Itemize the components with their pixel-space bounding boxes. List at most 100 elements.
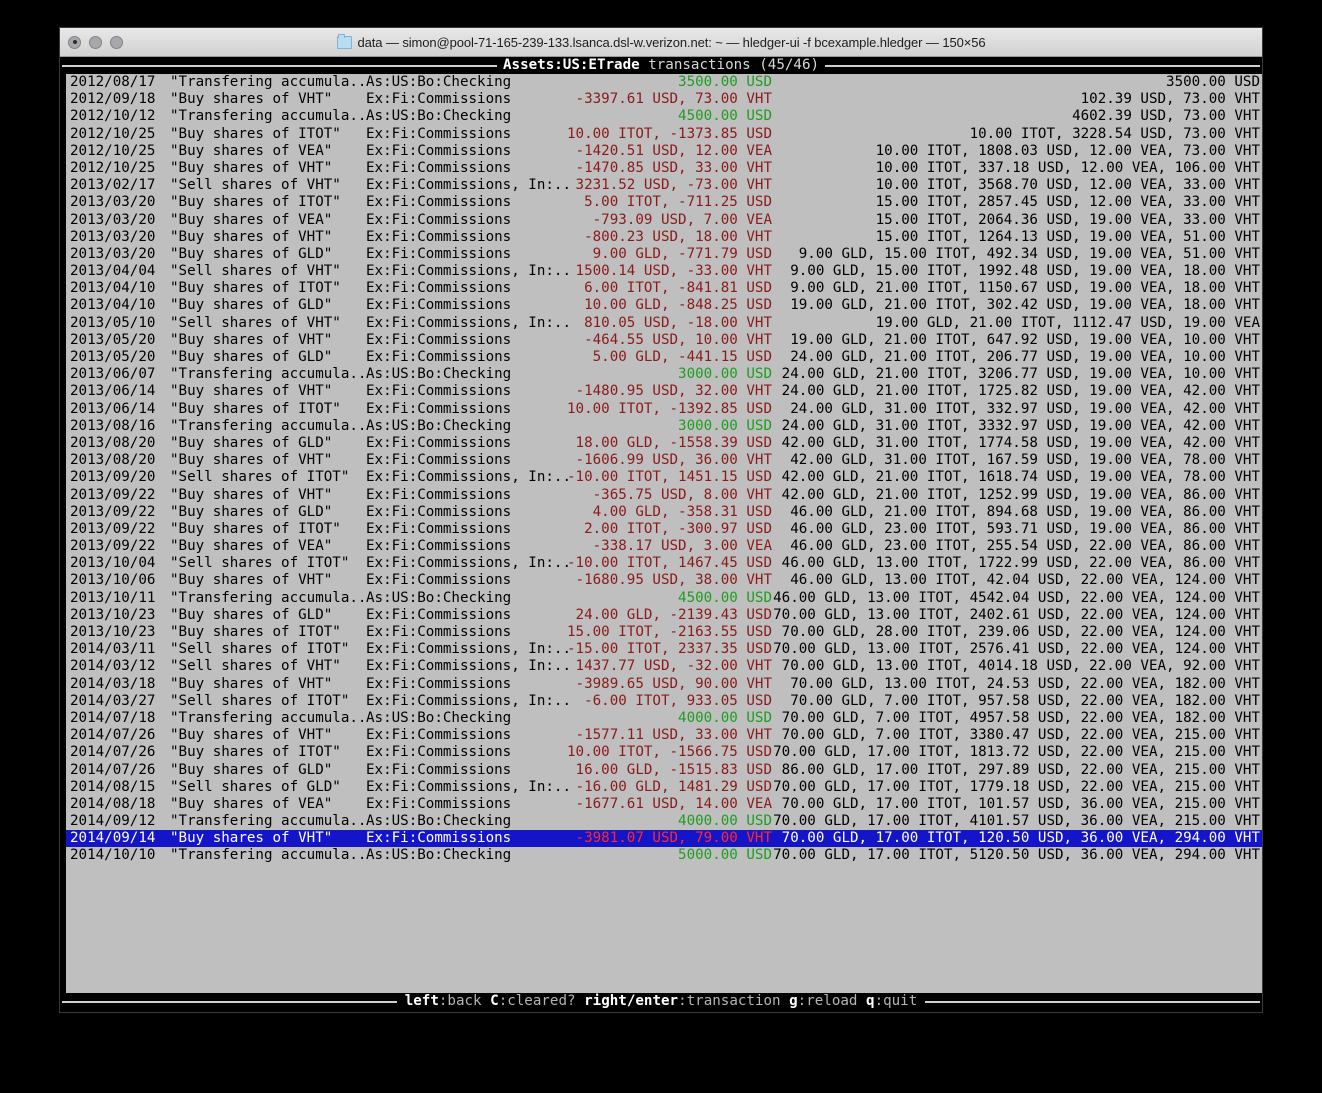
table-row[interactable]: 2013/10/23 "Buy shares of ITOT" Ex:Fi:Comm…: [66, 624, 1262, 641]
row-account: As:US:Bo:Checking: [366, 366, 512, 383]
keybinding-key[interactable]: left: [404, 993, 439, 1009]
row-description: "Buy shares of VHT": [170, 383, 333, 400]
row-balance: 9.00 GLD, 15.00 ITOT, 1992.48 USD, 19.00…: [790, 263, 1260, 280]
row-balance: 24.00 GLD, 21.00 ITOT, 1725.82 USD, 19.0…: [781, 383, 1260, 400]
table-row[interactable]: 2014/07/26 "Buy shares of VHT" Ex:Fi:Commi…: [66, 727, 1262, 744]
table-row[interactable]: 2014/03/11 "Sell shares of ITOT" Ex:Fi:Com…: [66, 641, 1262, 658]
table-row[interactable]: 2014/08/15 "Sell shares of GLD" Ex:Fi:Comm…: [66, 779, 1262, 796]
window-title: data — simon@pool-71-165-239-133.lsanca.…: [336, 33, 986, 50]
table-row[interactable]: 2014/09/14 "Buy shares of VHT" Ex:Fi:Commi…: [66, 830, 1262, 848]
table-row[interactable]: 2013/03/20 "Buy shares of VHT" Ex:Fi:Commi…: [66, 229, 1262, 246]
minimize-button[interactable]: [89, 35, 102, 49]
table-row[interactable]: 2013/05/20 "Buy shares of VHT" Ex:Fi:Commi…: [66, 332, 1262, 349]
status-rule-right: [925, 1000, 1260, 1003]
row-account: Ex:Fi:Commissions: [366, 228, 512, 245]
terminal-screen[interactable]: Assets:US:ETrade transactions (45/46) 20…: [60, 57, 1262, 1012]
table-row[interactable]: 2013/02/17 "Sell shares of VHT" Ex:Fi:Comm…: [66, 177, 1262, 194]
table-row[interactable]: 2013/09/22 "Buy shares of VEA" Ex:Fi:Commi…: [66, 538, 1262, 555]
tui-header-bar: Assets:US:ETrade transactions (45/46): [60, 57, 1262, 74]
table-row[interactable]: 2013/08/20 "Buy shares of VHT" Ex:Fi:Commi…: [66, 452, 1262, 469]
table-row[interactable]: 2012/09/18 "Buy shares of VHT" Ex:Fi:Commi…: [66, 91, 1262, 108]
row-amount: 4000.00 USD: [678, 709, 772, 726]
table-row[interactable]: 2013/06/14 "Buy shares of VHT" Ex:Fi:Commi…: [66, 383, 1262, 400]
table-row[interactable]: 2014/10/10 "Transfering accumula.. As:US:B…: [66, 847, 1262, 864]
row-balance: 70.00 GLD, 17.00 ITOT, 5120.50 USD, 36.0…: [773, 847, 1260, 864]
row-balance: 70.00 GLD, 17.00 ITOT, 101.57 USD, 36.00…: [781, 795, 1260, 812]
table-row[interactable]: 2013/05/10 "Sell shares of VHT" Ex:Fi:Comm…: [66, 315, 1262, 332]
keybinding-key[interactable]: right/enter: [584, 993, 679, 1009]
row-description: "Sell shares of GLD": [170, 778, 341, 795]
table-row[interactable]: 2012/10/25 "Buy shares of VEA" Ex:Fi:Commi…: [66, 143, 1262, 160]
table-row[interactable]: 2012/10/25 "Buy shares of ITOT" Ex:Fi:Comm…: [66, 126, 1262, 143]
row-date: 2013/09/22: [70, 503, 156, 520]
zoom-button[interactable]: [110, 35, 123, 49]
row-description: "Buy shares of VHT": [170, 331, 333, 348]
table-row[interactable]: 2013/09/22 "Buy shares of ITOT" Ex:Fi:Comm…: [66, 521, 1262, 538]
row-balance: 70.00 GLD, 13.00 ITOT, 2402.61 USD, 22.0…: [773, 606, 1260, 623]
table-row[interactable]: 2013/08/20 "Buy shares of GLD" Ex:Fi:Commi…: [66, 435, 1262, 452]
table-row[interactable]: 2013/10/06 "Buy shares of VHT" Ex:Fi:Commi…: [66, 572, 1262, 589]
window-title-text: data — simon@pool-71-165-239-133.lsanca.…: [357, 34, 986, 50]
row-balance: 70.00 GLD, 13.00 ITOT, 2576.41 USD, 22.0…: [773, 641, 1260, 658]
table-row[interactable]: 2012/10/25 "Buy shares of VHT" Ex:Fi:Commi…: [66, 160, 1262, 177]
row-date: 2013/05/20: [70, 331, 156, 348]
table-row[interactable]: 2013/04/10 "Buy shares of ITOT" Ex:Fi:Comm…: [66, 280, 1262, 297]
table-row[interactable]: 2013/03/20 "Buy shares of ITOT" Ex:Fi:Comm…: [66, 194, 1262, 211]
table-row[interactable]: 2013/09/22 "Buy shares of VHT" Ex:Fi:Commi…: [66, 487, 1262, 504]
table-row[interactable]: 2013/09/20 "Sell shares of ITOT" Ex:Fi:Com…: [66, 469, 1262, 486]
row-account: Ex:Fi:Commissions: [366, 142, 512, 159]
table-row[interactable]: 2014/08/18 "Buy shares of VEA" Ex:Fi:Commi…: [66, 796, 1262, 813]
table-row[interactable]: 2014/07/26 "Buy shares of ITOT" Ex:Fi:Comm…: [66, 744, 1262, 761]
row-amount: 4.00 GLD, -358.31 USD: [592, 503, 772, 520]
table-row[interactable]: 2013/03/20 "Buy shares of VEA" Ex:Fi:Commi…: [66, 212, 1262, 229]
row-account: As:US:Bo:Checking: [366, 74, 512, 90]
row-account: Ex:Fi:Commissions: [366, 280, 512, 297]
table-row[interactable]: 2013/09/22 "Buy shares of GLD" Ex:Fi:Commi…: [66, 504, 1262, 521]
row-date: 2013/06/14: [70, 400, 156, 417]
table-row[interactable]: 2013/05/20 "Buy shares of GLD" Ex:Fi:Commi…: [66, 349, 1262, 366]
window-controls[interactable]: [68, 28, 123, 56]
row-amount: 3231.52 USD, -73.00 VHT: [575, 177, 772, 194]
row-balance: 70.00 GLD, 13.00 ITOT, 4014.18 USD, 22.0…: [781, 658, 1260, 675]
row-amount: -1606.99 USD, 36.00 VHT: [575, 452, 772, 469]
table-row[interactable]: 2012/10/12 "Transfering accumula.. As:US:B…: [66, 108, 1262, 125]
row-date: 2013/03/20: [70, 211, 156, 228]
row-date: 2013/08/20: [70, 434, 156, 451]
row-account: Ex:Fi:Commissions: [366, 331, 512, 348]
table-row[interactable]: 2013/04/10 "Buy shares of GLD" Ex:Fi:Commi…: [66, 297, 1262, 314]
row-account: Ex:Fi:Commissions: [366, 624, 512, 640]
table-row[interactable]: 2014/03/27 "Sell shares of ITOT" Ex:Fi:Com…: [66, 693, 1262, 710]
table-row[interactable]: 2013/08/16 "Transfering accumula.. As:US:B…: [66, 418, 1262, 435]
keybinding-key[interactable]: q: [866, 993, 875, 1009]
window-titlebar[interactable]: data — simon@pool-71-165-239-133.lsanca.…: [60, 28, 1262, 57]
row-account: Ex:Fi:Commissions, In:..: [366, 177, 571, 194]
table-row[interactable]: 2013/03/20 "Buy shares of GLD" Ex:Fi:Commi…: [66, 246, 1262, 263]
row-description: "Buy shares of ITOT": [170, 520, 341, 537]
keybinding-key[interactable]: g: [789, 993, 798, 1009]
row-balance: 70.00 GLD, 7.00 ITOT, 4957.58 USD, 22.00…: [781, 709, 1260, 726]
row-date: 2013/08/16: [70, 417, 156, 434]
close-button[interactable]: [68, 35, 81, 49]
row-amount: 4000.00 USD: [678, 813, 772, 830]
table-row[interactable]: 2013/06/14 "Buy shares of ITOT" Ex:Fi:Comm…: [66, 401, 1262, 418]
table-row[interactable]: 2014/03/18 "Buy shares of VHT" Ex:Fi:Commi…: [66, 676, 1262, 693]
row-description: "Buy shares of VHT": [170, 159, 333, 176]
table-row[interactable]: 2013/10/11 "Transfering accumula.. As:US:B…: [66, 590, 1262, 607]
row-amount: -464.55 USD, 10.00 VHT: [584, 331, 772, 348]
row-account: As:US:Bo:Checking: [366, 589, 512, 606]
table-row[interactable]: 2014/07/26 "Buy shares of GLD" Ex:Fi:Commi…: [66, 762, 1262, 779]
table-row[interactable]: 2014/09/12 "Transfering accumula.. As:US:B…: [66, 813, 1262, 830]
table-row[interactable]: 2014/03/12 "Sell shares of VHT" Ex:Fi:Comm…: [66, 658, 1262, 675]
row-amount: 3000.00 USD: [678, 366, 772, 383]
table-row[interactable]: 2013/04/04 "Sell shares of VHT" Ex:Fi:Comm…: [66, 263, 1262, 280]
table-row[interactable]: 2013/06/07 "Transfering accumula.. As:US:B…: [66, 366, 1262, 383]
row-date: 2012/10/25: [70, 142, 156, 159]
table-row[interactable]: 2013/10/04 "Sell shares of ITOT" Ex:Fi:Com…: [66, 555, 1262, 572]
table-row[interactable]: 2014/07/18 "Transfering accumula.. As:US:B…: [66, 710, 1262, 727]
row-balance: 46.00 GLD, 13.00 ITOT, 42.04 USD, 22.00 …: [790, 572, 1260, 589]
transactions-list[interactable]: 2012/08/17 "Transfering accumula.. As:US:B…: [66, 74, 1262, 995]
table-row[interactable]: 2013/10/23 "Buy shares of GLD" Ex:Fi:Commi…: [66, 607, 1262, 624]
table-row[interactable]: 2012/08/17 "Transfering accumula.. As:US:B…: [66, 74, 1262, 91]
keybinding-key[interactable]: C: [490, 993, 499, 1009]
row-description: "Buy shares of VHT": [170, 486, 333, 503]
